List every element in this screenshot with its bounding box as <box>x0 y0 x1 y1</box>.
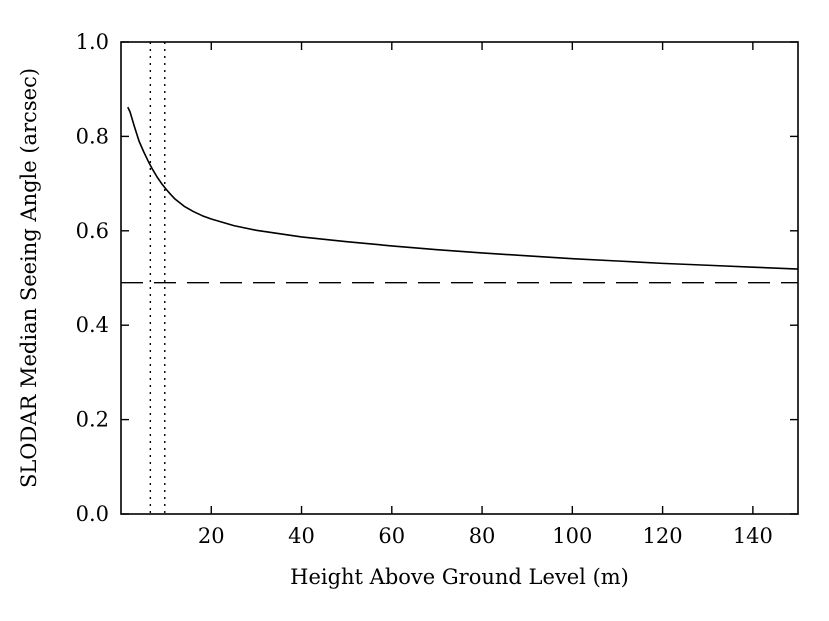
x-axis-label: Height Above Ground Level (m) <box>290 565 629 589</box>
y-axis: 0.0 0.2 0.4 0.6 0.8 1.0 <box>76 30 798 526</box>
series-layer <box>127 106 799 270</box>
series-line-1 <box>127 106 799 270</box>
x-tick-label: 40 <box>288 524 315 548</box>
y-tick-label: 0.8 <box>76 124 109 148</box>
x-tick-label: 100 <box>552 524 592 548</box>
reference-lines <box>121 42 798 514</box>
x-tick-label: 120 <box>643 524 683 548</box>
x-tick-label: 60 <box>378 524 405 548</box>
x-axis: 20 40 60 80 100 120 140 <box>198 42 773 548</box>
y-tick-label: 0.2 <box>76 408 109 432</box>
x-tick-label: 20 <box>198 524 225 548</box>
y-tick-label: 0.4 <box>76 313 109 337</box>
y-tick-label: 1.0 <box>76 30 109 54</box>
y-tick-label: 0.6 <box>76 219 109 243</box>
x-tick-label: 80 <box>469 524 496 548</box>
y-axis-label: SLODAR Median Seeing Angle (arcsec) <box>17 68 41 488</box>
x-tick-label: 140 <box>733 524 773 548</box>
y-tick-label: 0.0 <box>76 502 109 526</box>
plot-area <box>120 41 799 515</box>
